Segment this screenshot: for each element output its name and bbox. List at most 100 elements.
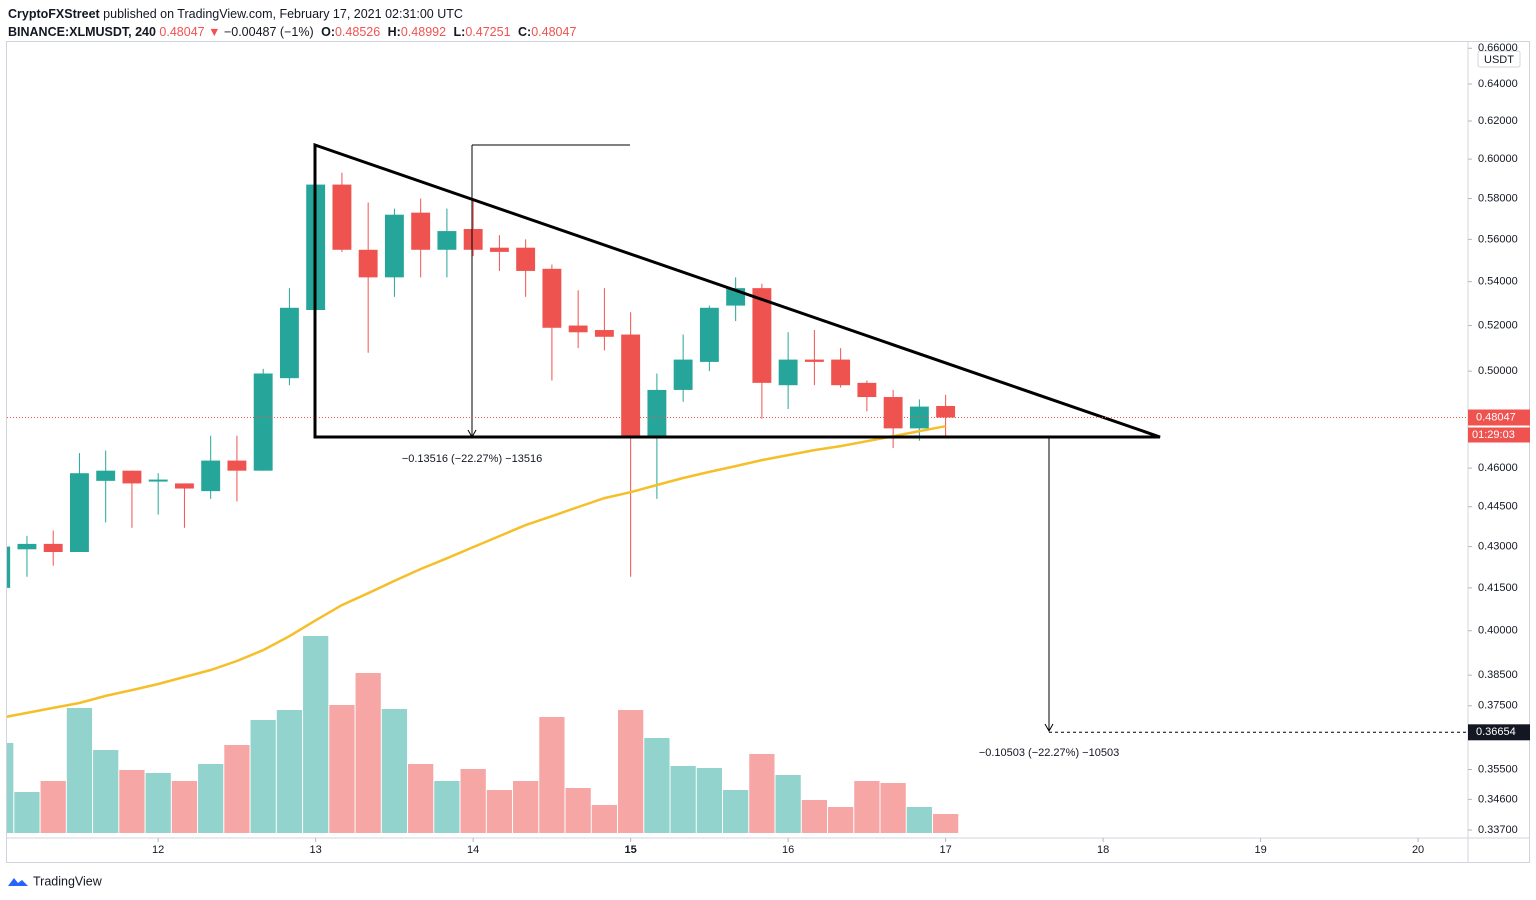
x-tick-label: 13 (310, 844, 322, 856)
volume-bar (224, 745, 250, 833)
x-tick-label: 18 (1097, 844, 1109, 856)
volume-bar (906, 807, 932, 833)
volume-bar (591, 805, 618, 833)
volume-bar (303, 636, 329, 833)
volume-bar (723, 790, 749, 833)
candle-body (463, 229, 483, 250)
triangle-pattern (313, 142, 1161, 439)
volume-bar (932, 814, 959, 833)
volume-bar (775, 775, 801, 833)
header: CryptoFXStreet published on TradingView.… (8, 5, 576, 41)
y-tick-label: 0.35500 (1478, 763, 1518, 775)
candle-body (69, 473, 89, 553)
y-tick-label: 0.50000 (1478, 365, 1518, 377)
candle-body (673, 359, 693, 390)
volume-bar (460, 769, 486, 833)
high-value: 0.48992 (400, 25, 447, 39)
volume-bar (670, 766, 696, 833)
candle-body (936, 405, 956, 418)
candle-body (778, 359, 798, 386)
candle-body (43, 543, 63, 553)
close-value: 0.48047 (531, 25, 577, 39)
volume-bar (355, 673, 381, 833)
measure-label: −0.13516 (−22.27%) −13516 (402, 453, 542, 465)
y-tick-label: 0.64000 (1478, 78, 1518, 90)
y-tick-label: 0.56000 (1478, 233, 1518, 245)
brand-name: TradingView (33, 874, 103, 888)
candle-body (122, 470, 142, 484)
symbol-line: BINANCE:XLMUSDT, 240 0.48047 ▼ −0.00487 … (8, 23, 576, 41)
candle-body (857, 382, 877, 398)
y-tick-label: 0.33700 (1478, 824, 1518, 836)
volume-bar (565, 788, 591, 833)
arrow-head (1044, 723, 1054, 733)
y-tick-label: 0.62000 (1478, 115, 1518, 127)
countdown-label: 01:29:03 (1472, 429, 1515, 441)
change: −0.00487 (−1%) (223, 25, 314, 39)
target-tag-label: 0.36654 (1476, 726, 1516, 738)
candle-body (647, 389, 667, 436)
candle-body (411, 212, 431, 250)
volume-bar (696, 768, 723, 833)
candle-body (621, 334, 641, 436)
drawings: −0.13516 (−22.27%) −13516 −0.10503 (−22.… (313, 142, 1161, 759)
currency-box (1477, 50, 1521, 68)
x-tick-label: 15 (625, 844, 637, 856)
volume-bar (250, 720, 276, 833)
brand-logo (8, 878, 28, 886)
open-value: 0.48526 (334, 25, 381, 39)
candle-body (384, 214, 404, 278)
candle-body (883, 397, 903, 429)
volume-bar (801, 800, 828, 833)
volume-bar (408, 764, 434, 833)
y-tick-label: 0.46000 (1478, 462, 1518, 474)
candle-body (148, 479, 168, 482)
y-tick-label: 0.40000 (1478, 625, 1518, 637)
plot-area (7, 172, 959, 833)
measure-label: −0.10503 (−22.27%) −10503 (979, 747, 1119, 759)
author: CryptoFXStreet (8, 7, 100, 21)
candle-body (358, 249, 378, 278)
volume-bar (486, 790, 513, 833)
y-tick-label: 0.60000 (1478, 153, 1518, 165)
candle-body (804, 359, 824, 362)
x-tick-label: 14 (467, 844, 479, 856)
volume-bar (171, 781, 198, 833)
candle-body (96, 470, 116, 481)
last-price: 0.48047 (159, 25, 205, 39)
volume-bar (329, 705, 355, 833)
x-tick-label: 12 (152, 844, 164, 856)
volume-bar (14, 792, 40, 833)
brand: TradingView (8, 874, 103, 888)
y-tick-label: 0.37500 (1478, 700, 1518, 712)
open-label: O: (321, 25, 335, 39)
candle-body (253, 373, 273, 471)
volume-bar (7, 743, 14, 833)
volume-bar (276, 710, 303, 833)
volume-bar (381, 709, 408, 833)
candle-body (831, 359, 851, 386)
volume-bar (198, 764, 224, 833)
candle-body (516, 247, 536, 271)
volume-bar (93, 750, 119, 833)
volume-bar (854, 781, 880, 833)
low-label: L: (453, 25, 466, 39)
candle-body (752, 288, 772, 383)
moving-average (7, 424, 946, 718)
candle-body (568, 325, 588, 333)
candle-body (201, 460, 221, 492)
candle-body (594, 330, 614, 337)
target-tag (1468, 724, 1530, 741)
price-tag-label: 0.48047 (1476, 411, 1516, 423)
candle-body (542, 268, 562, 328)
volume-bar (539, 717, 565, 833)
x-tick-label: 19 (1254, 844, 1266, 856)
currency: USDT (1484, 54, 1514, 66)
frame (6, 41, 1530, 863)
y-tick-label: 0.44500 (1478, 501, 1518, 513)
candle-body (437, 231, 457, 250)
volume-bar (119, 770, 145, 833)
volume-bar (827, 807, 854, 833)
volume-bar (434, 781, 460, 833)
candle-body (7, 546, 11, 588)
